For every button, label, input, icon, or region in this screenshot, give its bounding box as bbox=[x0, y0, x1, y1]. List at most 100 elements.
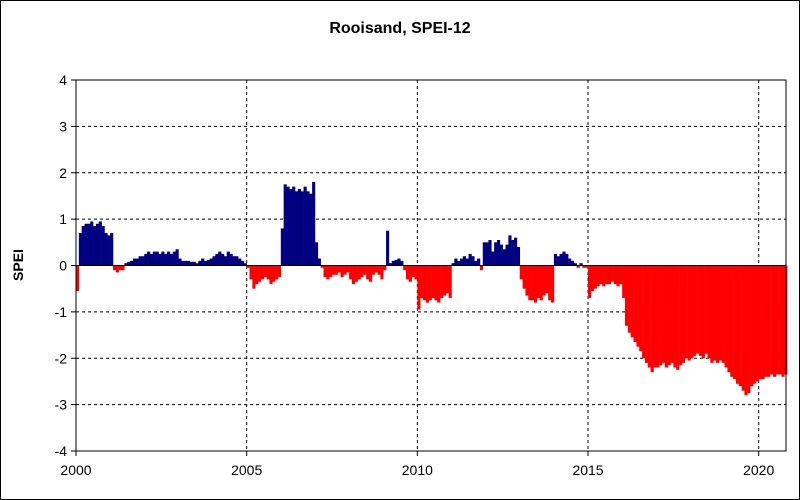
bar bbox=[516, 246, 521, 266]
bar bbox=[491, 251, 495, 266]
bar bbox=[135, 258, 139, 266]
bar bbox=[172, 251, 176, 266]
bar bbox=[309, 193, 313, 266]
bar bbox=[255, 265, 259, 285]
bar bbox=[144, 253, 148, 266]
bar bbox=[610, 265, 614, 282]
bar bbox=[559, 253, 563, 266]
bar bbox=[602, 265, 606, 287]
bar bbox=[93, 226, 97, 266]
bar bbox=[167, 251, 171, 266]
bar bbox=[269, 265, 273, 285]
bar bbox=[283, 184, 287, 266]
bar bbox=[508, 235, 512, 266]
bar bbox=[420, 265, 424, 298]
bar bbox=[775, 265, 779, 375]
bar bbox=[104, 233, 108, 266]
bar bbox=[505, 244, 509, 266]
bar bbox=[201, 258, 205, 266]
bar bbox=[667, 265, 671, 366]
bar bbox=[471, 256, 475, 266]
bar bbox=[95, 223, 100, 266]
bar bbox=[240, 260, 245, 266]
bar bbox=[644, 265, 649, 363]
bar bbox=[713, 265, 717, 361]
bar bbox=[679, 265, 683, 366]
bar bbox=[405, 265, 410, 280]
bar bbox=[243, 263, 247, 266]
bar bbox=[386, 230, 390, 266]
bar bbox=[730, 265, 734, 377]
bar bbox=[522, 265, 526, 289]
bar bbox=[195, 263, 199, 266]
bar bbox=[275, 265, 279, 280]
bar bbox=[417, 265, 421, 310]
bar bbox=[297, 188, 302, 266]
bar bbox=[141, 256, 145, 266]
bar bbox=[661, 265, 666, 363]
bar bbox=[747, 265, 751, 394]
bar bbox=[781, 265, 785, 377]
bar bbox=[112, 265, 117, 271]
bar bbox=[152, 251, 156, 266]
bar bbox=[627, 265, 631, 333]
bar bbox=[431, 265, 435, 298]
bar bbox=[568, 258, 572, 266]
y-tick-label: -2 bbox=[55, 350, 68, 366]
bar bbox=[477, 258, 481, 266]
bar bbox=[147, 251, 151, 266]
axes bbox=[71, 79, 787, 456]
bar bbox=[664, 265, 668, 368]
bar bbox=[528, 265, 532, 301]
bar bbox=[232, 256, 236, 266]
bar bbox=[377, 265, 381, 275]
bar bbox=[235, 256, 239, 266]
bar bbox=[454, 258, 458, 266]
bar bbox=[460, 258, 464, 266]
bar bbox=[434, 265, 438, 301]
bar bbox=[690, 265, 694, 359]
bar bbox=[750, 265, 754, 387]
bar bbox=[340, 265, 344, 278]
bar bbox=[696, 265, 700, 354]
bar bbox=[107, 235, 111, 266]
bar bbox=[716, 265, 720, 363]
bar bbox=[394, 259, 398, 266]
bar bbox=[545, 265, 549, 294]
bar bbox=[371, 265, 375, 275]
x-tick-labels: 2000 2005 2010 2015 2020 bbox=[60, 462, 774, 478]
bar bbox=[707, 265, 711, 359]
bar bbox=[351, 265, 356, 285]
bar bbox=[246, 265, 250, 268]
bar bbox=[531, 265, 535, 301]
bar bbox=[209, 258, 213, 266]
bar bbox=[334, 265, 338, 275]
bar bbox=[380, 265, 384, 280]
bar bbox=[542, 265, 546, 296]
bar bbox=[485, 242, 489, 266]
bar bbox=[286, 186, 290, 266]
bar bbox=[468, 253, 472, 266]
bar bbox=[659, 265, 663, 366]
bar bbox=[329, 265, 333, 278]
bar bbox=[332, 265, 336, 275]
bar bbox=[448, 265, 452, 298]
bar bbox=[292, 186, 296, 266]
bar bbox=[548, 265, 552, 301]
bar bbox=[616, 265, 620, 287]
bar bbox=[272, 265, 276, 282]
bar bbox=[277, 265, 282, 278]
bar bbox=[81, 226, 85, 266]
bar bbox=[479, 265, 484, 271]
bar bbox=[391, 260, 395, 266]
bar bbox=[607, 265, 612, 285]
bar bbox=[397, 258, 401, 266]
bar bbox=[130, 260, 134, 266]
bar bbox=[764, 265, 768, 377]
bar bbox=[400, 260, 404, 266]
bar bbox=[519, 265, 523, 280]
bar bbox=[445, 265, 449, 294]
bar bbox=[482, 242, 486, 266]
bar bbox=[164, 253, 168, 266]
bar bbox=[465, 258, 469, 266]
